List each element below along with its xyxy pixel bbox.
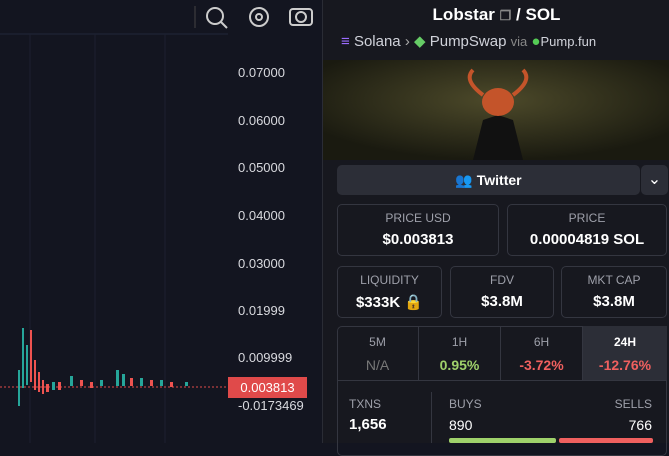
price-tick: -0.0173469 <box>238 398 304 413</box>
stat-value: $333K <box>355 294 401 311</box>
sells-label: SELLS <box>614 397 652 411</box>
twitter-button[interactable]: 👥 Twitter <box>337 165 640 195</box>
buys-label: BUYS <box>449 397 482 411</box>
stat-value: $3.8M <box>481 293 523 310</box>
divider <box>431 392 432 443</box>
stat-value: $0.003813 <box>382 231 454 248</box>
price-tag: 0.003813 <box>228 377 307 398</box>
quote-token: SOL <box>525 5 561 24</box>
sells-bar <box>559 438 653 443</box>
launchpad[interactable]: Pump.fun <box>540 34 597 49</box>
candles <box>18 328 188 406</box>
price-tick: 0.01999 <box>238 303 285 318</box>
tab-1h[interactable]: 1H 0.95% <box>419 326 501 380</box>
stat-box: MKT CAP $3.8M <box>561 266 667 318</box>
price-tick: 0.06000 <box>238 113 285 128</box>
stat-value: 0.00004819 SOL <box>529 231 645 248</box>
banner-image <box>323 60 669 160</box>
tab-5m[interactable]: 5M N/A <box>337 326 419 380</box>
buys-bar <box>449 438 556 443</box>
tab-period: 5M <box>369 335 386 349</box>
price-tick: 0.07000 <box>238 65 285 80</box>
stat-box: LIQUIDITY $333K 🔒 <box>337 266 442 318</box>
price-tick: 0.03000 <box>238 256 285 271</box>
pair-title: Lobstar ❐ / SOL <box>432 5 561 24</box>
chain[interactable]: Solana <box>353 33 401 50</box>
tab-period: 1H <box>451 335 468 349</box>
tab-change: N/A <box>365 357 390 373</box>
stat-label: PRICE <box>568 211 606 225</box>
tab-period: 24H <box>613 335 636 349</box>
toolbar-icons[interactable] <box>206 7 313 29</box>
stat-label: MKT CAP <box>587 273 641 287</box>
tab-24h[interactable]: 24H -12.76% <box>583 326 667 380</box>
price-tick: 0.009999 <box>238 350 293 365</box>
stat-label: PRICE USD <box>385 211 451 225</box>
stat-box: PRICE 0.00004819 SOL <box>507 204 667 256</box>
tab-change: -12.76% <box>598 357 652 373</box>
price-tick: 0.04000 <box>238 208 285 223</box>
stat-label: FDV <box>490 273 514 287</box>
via: via <box>510 34 528 49</box>
dex[interactable]: PumpSwap <box>429 33 507 50</box>
stat-box: PRICE USD $0.003813 <box>337 204 499 256</box>
tab-6h[interactable]: 6H -3.72% <box>501 326 583 380</box>
twitter-label: Twitter <box>476 172 522 188</box>
tab-change: -3.72% <box>519 357 564 373</box>
stat-value: $3.8M <box>593 293 635 310</box>
price-tick: 0.05000 <box>238 160 285 175</box>
stat-box: FDV $3.8M <box>450 266 554 318</box>
stat-label: LIQUIDITY <box>360 273 419 287</box>
txns-label: TXNS <box>349 397 382 411</box>
info-panel: Lobstar ❐ / SOL ≡ Solana › ◆ PumpSwap vi… <box>322 0 669 456</box>
chart-svg <box>0 6 313 443</box>
chart-panel: 0.07000 0.06000 0.05000 0.04000 0.03000 … <box>0 0 322 443</box>
buys-value: 890 <box>449 417 473 433</box>
txns-value: 1,656 <box>349 416 387 433</box>
base-token: Lobstar <box>432 5 495 24</box>
separator: / <box>516 5 521 24</box>
tab-period: 6H <box>533 335 550 349</box>
divider <box>337 380 667 381</box>
pair-route: ≡ Solana › ◆ PumpSwap via ●Pump.fun <box>341 33 597 50</box>
sells-value: 766 <box>628 417 652 433</box>
tab-change: 0.95% <box>439 357 480 373</box>
more-button[interactable]: ⌄ <box>641 165 668 195</box>
